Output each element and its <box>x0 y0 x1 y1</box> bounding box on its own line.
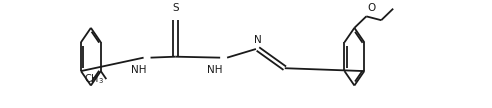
Text: O: O <box>368 3 375 14</box>
Text: CH$_3$: CH$_3$ <box>84 72 104 86</box>
Text: NH: NH <box>208 65 223 75</box>
Text: NH: NH <box>131 65 146 75</box>
Text: N: N <box>254 35 262 45</box>
Text: S: S <box>172 3 179 14</box>
